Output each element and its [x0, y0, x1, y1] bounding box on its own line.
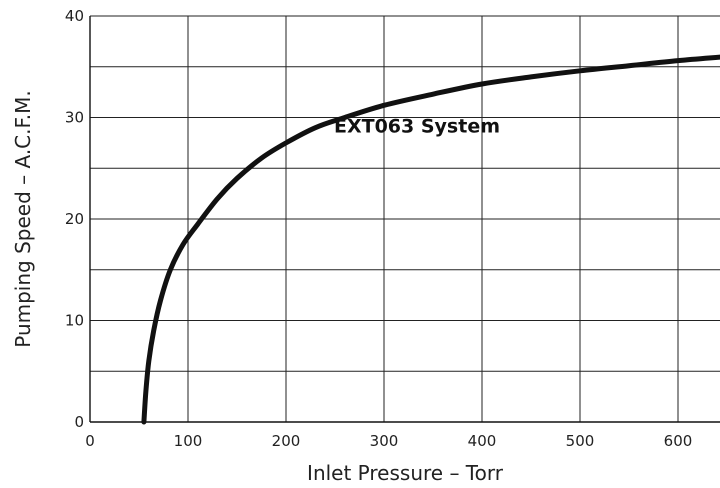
x-tick-labels: 0100200300400500600700760: [85, 432, 693, 450]
y-tick-label: 0: [74, 413, 84, 431]
y-tick-label: 40: [65, 7, 84, 25]
y-tick-label: 20: [65, 210, 84, 228]
x-tick-label: 200: [272, 432, 301, 450]
series-line: [141, 54, 720, 425]
series-annotation: EXT063 System: [334, 116, 500, 138]
x-tick-label: 300: [370, 432, 399, 450]
y-axis-label: Pumping Speed – A.C.F.M.: [11, 90, 35, 348]
x-tick-label: 400: [468, 432, 497, 450]
grid-lines: [89, 15, 720, 423]
x-tick-label: 100: [174, 432, 203, 450]
y-tick-label: 10: [65, 312, 84, 330]
x-axis-label: Inlet Pressure – Torr: [307, 461, 504, 485]
y-tick-labels: 0 10 20 30 40: [65, 7, 84, 431]
x-tick-label: 500: [566, 432, 595, 450]
x-tick-label: 600: [664, 432, 693, 450]
y-tick-label: 30: [65, 109, 84, 127]
x-tick-label: 0: [85, 432, 95, 450]
